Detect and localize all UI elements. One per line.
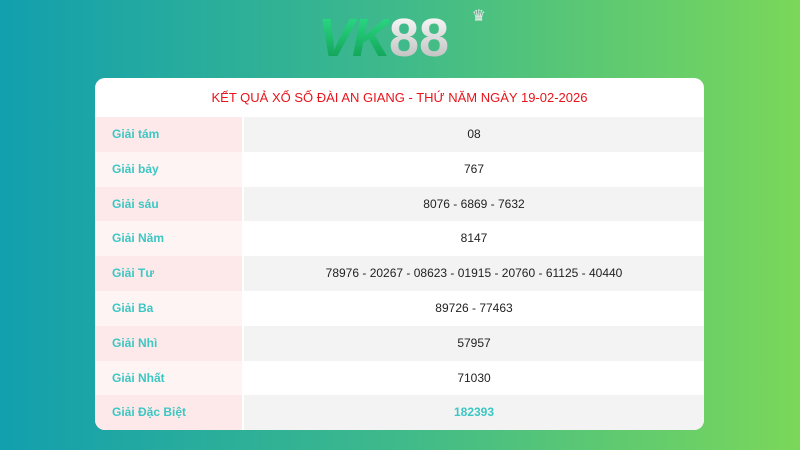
prize-value: 57957 xyxy=(244,325,704,361)
prize-label: Giải sáu xyxy=(95,186,244,222)
prize-value: 8076 - 6869 - 7632 xyxy=(244,186,704,222)
logo-vk: VK xyxy=(318,8,391,68)
prize-value: 89726 - 77463 xyxy=(244,290,704,326)
prize-label: Giải bảy xyxy=(95,151,244,187)
prize-value: 71030 xyxy=(244,360,704,396)
prize-value: 78976 - 20267 - 08623 - 01915 - 20760 - … xyxy=(244,256,704,291)
prize-value: 182393 xyxy=(244,395,704,430)
prize-row: Giải Tư 78976 - 20267 - 08623 - 01915 - 2… xyxy=(95,256,704,291)
prize-row: Giải Năm 8147 xyxy=(95,221,704,257)
prize-label: Giải Năm xyxy=(95,221,244,257)
prize-row: Giải Nhì 57957 xyxy=(95,325,704,361)
prize-row: Giải Ba 89726 - 77463 xyxy=(95,290,704,326)
vk88-logo: VK 88 ♛ xyxy=(318,8,488,68)
prize-label: Giải Ba xyxy=(95,290,244,326)
prize-row: Giải sáu 8076 - 6869 - 7632 xyxy=(95,186,704,222)
prize-value: 767 xyxy=(244,151,704,187)
prize-value: 08 xyxy=(244,117,704,152)
prize-row: Giải Đặc Biệt 182393 xyxy=(95,395,704,430)
logo-88: 88 xyxy=(389,8,450,68)
results-title: KẾT QUẢ XỔ SỐ ĐÀI AN GIANG - THỨ NĂM NGÀ… xyxy=(211,90,588,105)
prize-value: 8147 xyxy=(244,221,704,257)
prize-label: Giải Đặc Biệt xyxy=(95,395,244,430)
prize-label: Giải Nhì xyxy=(95,325,244,361)
results-table: KẾT QUẢ XỔ SỐ ĐÀI AN GIANG - THỨ NĂM NGÀ… xyxy=(95,78,704,430)
prize-row: Giải tám 08 xyxy=(95,117,704,152)
prize-row: Giải Nhất 71030 xyxy=(95,360,704,396)
prize-label: Giải Nhất xyxy=(95,360,244,396)
prize-row: Giải bảy 767 xyxy=(95,151,704,187)
crown-icon: ♛ xyxy=(471,8,486,25)
prize-label: Giải tám xyxy=(95,117,244,152)
prize-label: Giải Tư xyxy=(95,256,244,291)
